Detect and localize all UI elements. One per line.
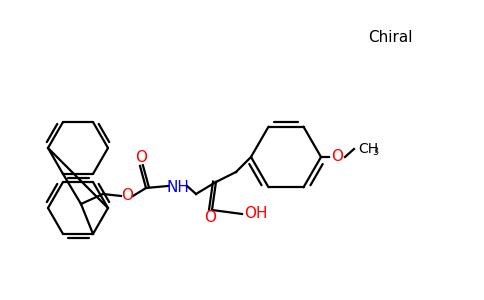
- Text: 3: 3: [372, 147, 378, 157]
- Text: O: O: [331, 149, 343, 164]
- Text: Chiral: Chiral: [368, 31, 412, 46]
- Text: O: O: [121, 188, 133, 203]
- Text: O: O: [135, 151, 147, 166]
- Text: NH: NH: [166, 181, 189, 196]
- Text: CH: CH: [358, 142, 378, 156]
- Text: OH: OH: [244, 206, 268, 221]
- Text: O: O: [204, 211, 216, 226]
